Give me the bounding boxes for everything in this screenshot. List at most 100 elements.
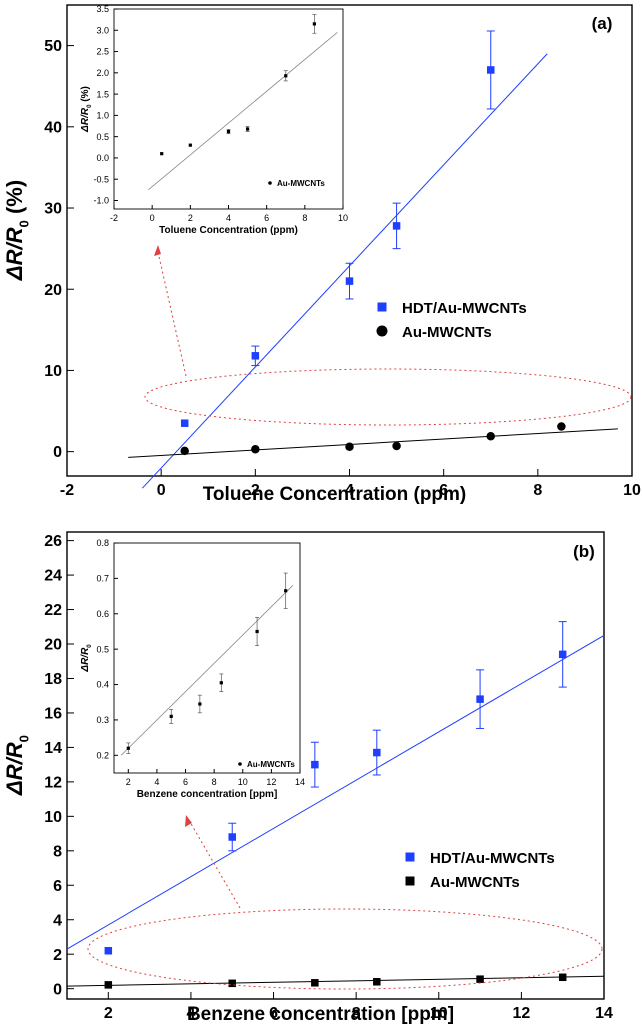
panel-a: -2 0 2 4 6 8 10 0 10 20 30 40 50 -2 0 2 4 6 8 10 -1.0 -0.5 0.0…: [2, 4, 641, 505]
panel-a-x-tick-label: 8: [533, 482, 542, 499]
panel-a-x-tick-label: -2: [60, 482, 74, 499]
panel-b-x-tick-label: 6: [269, 1005, 278, 1022]
panel-a-series-au-mwcnts-point: [486, 431, 495, 441]
panel-b-inset-point: [126, 746, 130, 750]
panel-b-inset-y-tick-label: 0.7: [96, 574, 109, 584]
panel-a-inset-x-tick-label: 0: [150, 213, 155, 223]
panel-b-series-hdt-au-mwcnts-fit-line: [66, 634, 605, 950]
panel-b-x-tick-label: 4: [186, 1005, 195, 1022]
panel-b-inset-point: [219, 681, 223, 685]
panel-a-inset-legend-label: Au-MWCNTs: [277, 179, 325, 188]
panel-b-series-hdt-au-mwcnts-point: [104, 946, 113, 955]
panel-a-inset-x-tick-label: -2: [110, 213, 118, 223]
panel-b-series-hdt-au-mwcnts-point: [558, 650, 567, 659]
panel-a-inset-x-tick-label: 8: [302, 213, 307, 223]
panel-a-legend-marker: [377, 302, 387, 312]
panel-a-x-tick-label: 10: [623, 482, 641, 499]
panel-b-x-tick-label: 8: [352, 1005, 361, 1022]
panel-b-y-tick-label: 8: [53, 843, 62, 860]
panel-b-y-tick-label: 10: [44, 809, 62, 826]
panel-b-x-tick-label: 14: [595, 1005, 613, 1022]
panel-a-inset-x-axis-label: Toluene Concentration (ppm): [159, 225, 298, 236]
panel-b-inset-x-tick-label: 12: [266, 777, 276, 787]
panel-a-series-au-mwcnts-point: [392, 441, 401, 451]
panel-a-inset-legend-marker: [268, 181, 272, 185]
panel-b-legend-marker: [405, 852, 415, 862]
panel-b-y-tick-label: 18: [44, 671, 62, 688]
panel-b-series-hdt-au-mwcnts-point: [311, 760, 319, 769]
panel-b-inset-y-tick-label: 0.3: [96, 715, 109, 725]
panel-a-inset-point: [284, 74, 288, 78]
panel-b-inset-plot-frame: [113, 542, 301, 774]
panel-a-series-au-mwcnts-fit-line: [128, 428, 618, 458]
panel-a-y-tick-label: 0: [53, 444, 62, 461]
panel-a-y-axis-label: ΔR/R0 (%): [2, 180, 32, 281]
panel-b-inset-point: [284, 589, 288, 593]
panel-b-y-tick-label: 6: [53, 878, 62, 895]
panel-a-legend-marker: [376, 325, 388, 337]
panel-a-y-tick-label: 20: [44, 282, 62, 299]
panel-b-inset-x-tick-label: 8: [212, 777, 217, 787]
panel-a-inset-point: [245, 127, 250, 131]
panel-a-arrow-head: [154, 245, 161, 256]
panel-b-y-tick-label: 14: [44, 740, 62, 757]
panel-b-y-tick-label: 24: [44, 568, 62, 585]
panel-a-series-au-mwcnts-point: [180, 446, 189, 456]
panel-b-inset-y-tick-label: 0.8: [96, 538, 109, 548]
panel-a-inset-point: [312, 22, 316, 26]
panel-b-legend-marker: [405, 876, 415, 886]
panel-b-series-au-mwcnts-fit-line: [66, 975, 605, 987]
panel-a-inset-y-tick-label: 3.5: [96, 4, 109, 14]
panel-a-inset-x-tick-label: 2: [188, 213, 193, 223]
panel-a-inset-point: [226, 129, 231, 134]
panel-a-series-hdt-au-mwcnts-point: [180, 419, 189, 427]
panel-a-inset-x-tick-label: 6: [264, 213, 269, 223]
panel-a-y-tick-label: 10: [44, 363, 62, 380]
panel-a-highlight-arrow: [157, 251, 187, 377]
panel-b-label: (b): [573, 542, 595, 561]
panel-a-inset-y-tick-label: -0.5: [93, 174, 109, 184]
panel-b-series-hdt-au-mwcnts: [66, 621, 605, 955]
panel-a-highlight-ellipse: [144, 368, 632, 426]
panel-b-inset-y-axis-label: ΔR/R0: [80, 644, 93, 673]
panel-b-y-tick-label: 20: [44, 637, 62, 654]
panel-b-series-au-mwcnts-point: [311, 979, 319, 987]
panel-a-inset-y-tick-label: 0.0: [96, 153, 109, 163]
panel-a-series-au-mwcnts: [128, 422, 618, 458]
panel-b-inset-x-tick-label: 14: [295, 777, 305, 787]
panel-b-plot-frame: [66, 531, 605, 1000]
panel-a-legend-label: HDT/Au-MWCNTs: [402, 300, 527, 317]
panel-b-y-axis-label: ΔR/R0: [2, 735, 32, 796]
panel-a-inset-x-tick-label: 4: [226, 213, 231, 223]
panel-b-x-tick-label: 2: [104, 1005, 113, 1022]
panel-b-inset-x-tick-label: 6: [183, 777, 188, 787]
panel-b-inset-legend-label: Au-MWCNTs: [247, 760, 295, 769]
panel-b-y-tick-label: 26: [44, 533, 62, 550]
panel-a-inset-y-tick-label: 1.0: [96, 111, 109, 121]
panel-a-inset-y-tick-label: 3.0: [96, 25, 109, 35]
panel-b-y-tick-label: 4: [53, 912, 62, 929]
panel-b-series-au-mwcnts-point: [373, 978, 381, 986]
panel-a-series-hdt-au-mwcnts-point: [487, 66, 495, 74]
panel-a-legend-label: Au-MWCNTs: [402, 324, 492, 341]
panel-a-series-hdt-au-mwcnts-point: [392, 222, 401, 230]
panel-b-series-au-mwcnts: [66, 973, 605, 989]
panel-a-inset-x-tick-label: 10: [338, 213, 348, 223]
panel-b-inset-point: [198, 702, 202, 706]
panel-b-highlight-ellipse: [87, 908, 603, 990]
panel-b-legend-label: HDT/Au-MWCNTs: [430, 850, 555, 867]
panel-b-inset-fit-line: [120, 585, 294, 756]
panel-b-inset-legend-marker: [238, 762, 242, 766]
panel-a-y-tick-label: 40: [44, 119, 62, 136]
panel-b-inset-point: [169, 714, 173, 718]
panel-b-inset-background: [114, 543, 300, 773]
panel-a-label: (a): [592, 14, 613, 33]
panel-b-series-au-mwcnts-point: [476, 975, 484, 983]
panel-b-series-hdt-au-mwcnts-point: [476, 695, 484, 703]
panel-a-series-au-mwcnts-point: [345, 442, 354, 452]
panel-a-series-hdt-au-mwcnts-point: [251, 352, 260, 360]
panel-b-y-tick-label: 16: [44, 706, 62, 723]
panel-b-y-tick-label: 0: [53, 981, 62, 998]
panel-a-y-tick-label: 50: [44, 38, 62, 55]
